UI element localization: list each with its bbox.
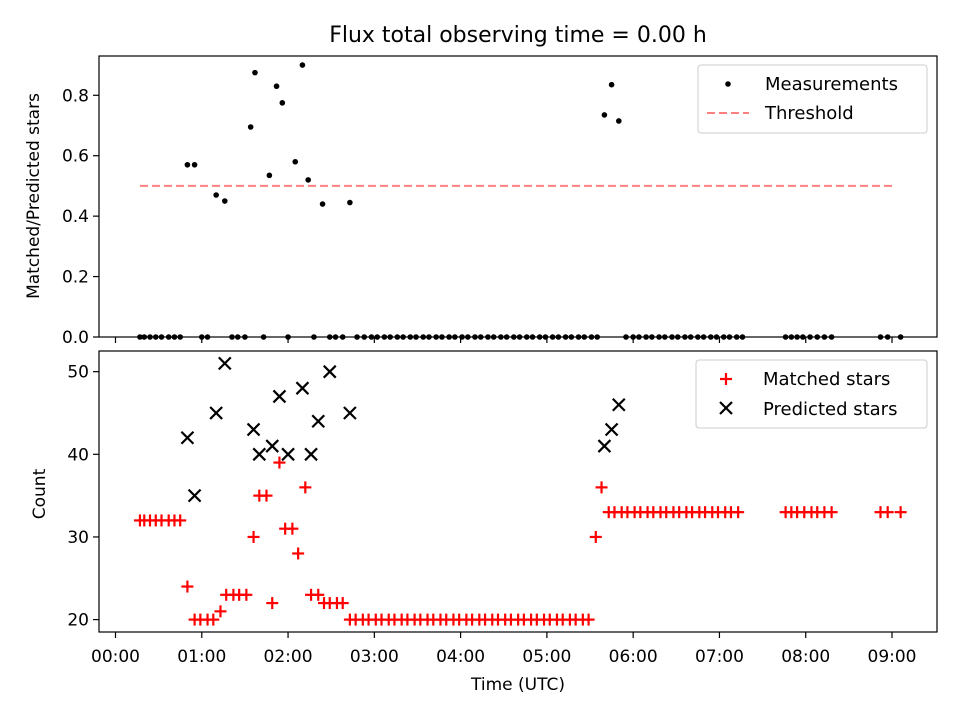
matched-star-point	[247, 530, 260, 543]
matched-star-point	[286, 522, 299, 535]
bottom-legend: Matched stars Predicted stars	[695, 359, 928, 429]
measurement-point	[247, 124, 254, 130]
bottom-ylabel: Count	[30, 468, 50, 519]
top-ylabel: Matched/Predicted stars	[24, 93, 44, 299]
matched-star-point	[732, 506, 745, 519]
bottom-xtick-label: 06:00	[609, 647, 658, 667]
bottom-xtick-label: 03:00	[350, 647, 399, 667]
predicted-star-point	[604, 422, 619, 437]
bottom-ytick-label: 20	[67, 611, 89, 631]
measurement-point	[615, 118, 622, 124]
matched-star-point	[589, 530, 602, 543]
top-ytick-label: 0.2	[62, 268, 89, 288]
bottom-panel: 20 30 40 50 00:00 01:00 02:00 03:00 04:00 05:00 0…	[30, 350, 938, 695]
matched-star-point	[214, 605, 227, 618]
predicted-star-point	[612, 397, 626, 412]
predicted-star-point	[209, 406, 223, 420]
matched-star-point	[336, 597, 349, 610]
predicted-star-point	[265, 439, 280, 453]
bottom-plot-frame	[98, 350, 938, 633]
matched-star-point	[881, 506, 894, 519]
predicted-star-point	[187, 488, 202, 503]
matched-star-point	[312, 588, 325, 601]
measurement-point	[191, 161, 198, 168]
legend-matched-label: Matched stars	[763, 369, 890, 390]
predicted-star-point	[597, 439, 612, 453]
predicted-star-point	[311, 414, 326, 429]
bottom-xlabel: Time (UTC)	[470, 675, 565, 695]
predicted-star-point	[343, 406, 357, 420]
legend-predicted-marker	[719, 401, 733, 415]
predicted-star-point	[246, 422, 261, 437]
matched-star-point	[181, 580, 194, 593]
legend-threshold-label: Threshold	[764, 103, 854, 124]
predicted-star-point	[322, 364, 337, 379]
measurement-point	[292, 158, 299, 165]
measurement-point	[252, 69, 258, 76]
bottom-xtick-label: 09:00	[868, 647, 917, 667]
bottom-ytick-label: 40	[67, 445, 89, 465]
top-legend-box	[697, 64, 928, 134]
measurement-point	[221, 198, 228, 204]
bottom-ytick-label: 50	[67, 363, 89, 383]
bottom-ytick-label: 30	[67, 528, 89, 548]
predicted-star-point	[295, 381, 310, 395]
legend-predicted-label: Predicted stars	[763, 399, 897, 420]
predicted-star-point	[218, 356, 232, 371]
top-panel: 0.00.20.40.60.8 Matched/Predicted stars …	[24, 55, 938, 348]
matched-star-point	[582, 613, 595, 626]
legend-measurements-label: Measurements	[765, 74, 898, 95]
measurement-point	[305, 177, 311, 183]
top-ytick-label: 0.4	[62, 207, 89, 227]
top-ytick-label: 0.8	[62, 86, 89, 106]
predicted-star-point	[180, 431, 195, 445]
top-legend: Measurements Threshold	[697, 64, 928, 134]
measurement-point	[608, 81, 615, 88]
legend-measurements-marker	[725, 81, 731, 87]
measurement-point	[266, 172, 273, 179]
matched-star-point	[266, 597, 279, 610]
top-ytick-label: 0.6	[62, 147, 89, 167]
matched-star-point	[595, 481, 608, 494]
matched-star-point	[260, 489, 273, 502]
matched-star-point	[240, 588, 253, 601]
measurement-point	[347, 199, 353, 206]
measurement-point	[273, 83, 280, 90]
predicted-star-point	[281, 447, 295, 462]
matched-star-point	[292, 547, 305, 560]
legend-matched-marker	[720, 373, 732, 385]
top-plot-frame	[98, 55, 938, 338]
top-ytick-label: 0.0	[62, 328, 89, 348]
bottom-xtick-label: 01:00	[177, 647, 226, 667]
measurement-point	[601, 112, 608, 118]
matched-star-point	[207, 613, 220, 626]
bottom-xtick-label: 04:00	[436, 647, 485, 667]
bottom-xtick-label: 00:00	[91, 647, 140, 667]
bottom-xtick-label: 07:00	[695, 647, 744, 667]
matched-star-point	[174, 514, 187, 527]
predicted-star-point	[252, 447, 267, 462]
bottom-legend-box	[695, 359, 928, 429]
measurement-point	[279, 100, 286, 106]
matched-star-point	[273, 456, 286, 469]
matched-star-point	[299, 481, 312, 494]
measurement-point	[319, 201, 326, 207]
matched-star-point	[825, 506, 838, 519]
predicted-star-point	[304, 447, 318, 462]
measurement-point	[299, 62, 306, 68]
measurement-point	[213, 192, 219, 198]
chart-title: Flux total observing time = 0.00 h	[329, 23, 707, 48]
predicted-star-point	[272, 389, 287, 404]
matched-star-point	[894, 506, 907, 519]
bottom-xtick-label: 08:00	[781, 647, 830, 667]
bottom-xtick-label: 02:00	[264, 647, 313, 667]
bottom-xtick-label: 05:00	[522, 647, 571, 667]
measurement-point	[184, 161, 191, 168]
